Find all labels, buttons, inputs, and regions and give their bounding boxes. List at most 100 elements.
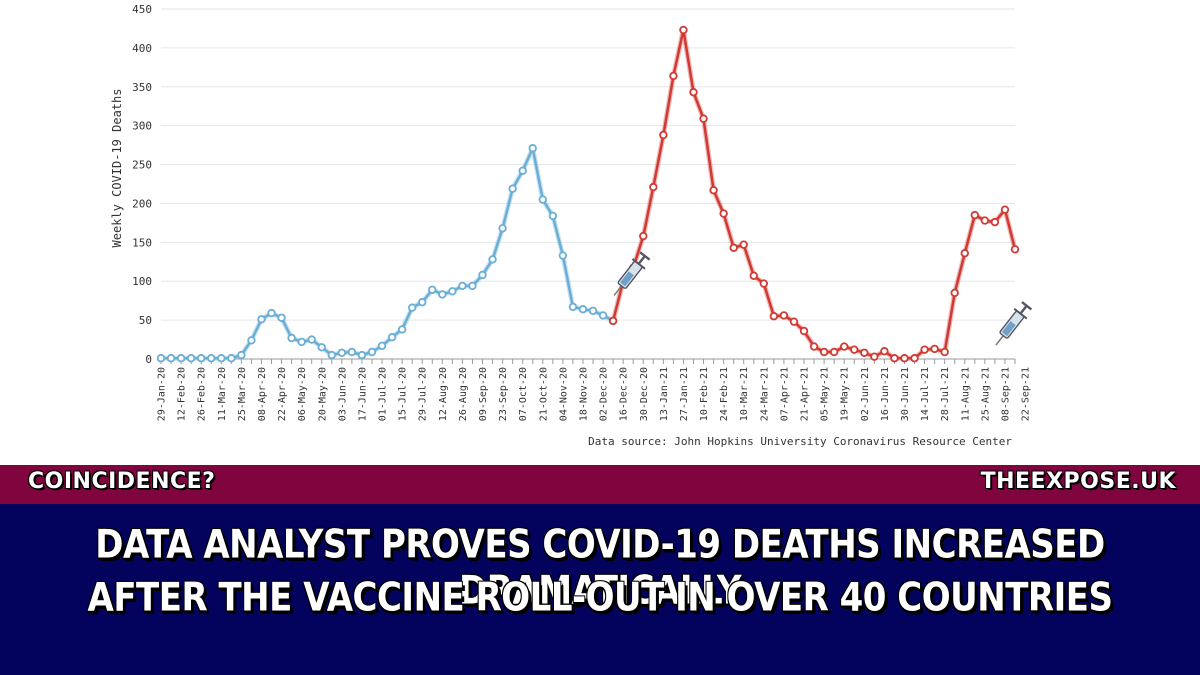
data-point <box>468 281 477 291</box>
data-point <box>488 255 497 264</box>
data-point <box>799 326 809 336</box>
data-point <box>528 144 537 153</box>
axis-layer: 0 50 100 150 200 250 300 350 400 450 29-Jan-20 12-F… <box>132 3 1031 421</box>
y-tick-label: 450 <box>132 3 152 16</box>
data-point <box>789 317 799 326</box>
x-tick-label: 23-Sep-20 <box>498 367 509 421</box>
series-line <box>161 146 614 360</box>
x-tick-label: 02-Dec-20 <box>599 367 610 421</box>
x-tick-label: 08-Sep-21 <box>1000 367 1011 421</box>
data-point <box>819 347 829 357</box>
x-tick-label: 21-Oct-20 <box>538 367 549 421</box>
data-point <box>920 345 929 354</box>
data-point <box>508 184 517 193</box>
x-tick-label: 16-Dec-20 <box>619 367 630 421</box>
syringe-plunger <box>1019 305 1028 315</box>
data-point <box>779 311 789 320</box>
data-point <box>840 342 849 351</box>
data-point <box>458 281 467 291</box>
data-point <box>478 270 487 280</box>
data-point <box>418 298 427 307</box>
syringe-fluid <box>1001 321 1016 337</box>
x-tick-label: 30-Dec-20 <box>639 367 650 421</box>
data-point <box>277 313 286 322</box>
data-point <box>970 210 980 220</box>
x-tick-label: 06-May-20 <box>297 367 308 421</box>
x-tick-label: 16-Jun-21 <box>880 367 891 421</box>
syringe-plunger <box>637 255 646 265</box>
y-tick-label: 100 <box>132 275 152 288</box>
y-axis-label: Weekly COVID-19 Deaths <box>110 89 124 248</box>
data-point <box>407 303 417 312</box>
data-point <box>649 182 658 192</box>
x-tick-label: 12-Feb-20 <box>177 367 188 421</box>
weekly-deaths-chart: 0 50 100 150 200 250 300 350 400 450 29-Jan-20 12-F… <box>110 3 1033 448</box>
data-point <box>267 308 276 318</box>
data-point <box>940 347 949 357</box>
x-tick-label: 10-Feb-21 <box>699 367 710 421</box>
x-tick-label: 27-Jan-21 <box>679 367 690 421</box>
x-tick-label: 11-Aug-21 <box>960 367 971 421</box>
data-point <box>990 217 1000 227</box>
data-point <box>639 231 648 241</box>
data-point <box>207 354 216 363</box>
series-layer <box>156 25 1020 363</box>
data-point <box>930 344 939 354</box>
data-point <box>850 345 859 354</box>
x-tick-label: 20-May-20 <box>317 367 328 421</box>
data-point <box>367 347 377 357</box>
data-point <box>669 71 678 81</box>
y-tick-label: 0 <box>145 353 152 366</box>
x-tick-label: 09-Sep-20 <box>478 367 489 421</box>
x-tick-label: 29-Jul-20 <box>418 367 429 421</box>
x-tick-label: 07-Apr-21 <box>779 367 790 421</box>
data-point <box>196 354 206 363</box>
data-point <box>237 350 246 360</box>
data-point <box>448 287 457 296</box>
chart-area: 0 50 100 150 200 250 300 350 400 450 29-Jan-20 12-F… <box>110 3 1033 448</box>
data-point <box>247 336 256 345</box>
syringe-plunger-head <box>1021 301 1033 311</box>
data-point <box>719 209 728 218</box>
data-point <box>558 251 568 260</box>
x-tick-label: 18-Nov-20 <box>578 367 589 421</box>
x-tick-label: 01-Jul-20 <box>378 367 389 421</box>
x-tick-label: 14-Jul-21 <box>920 367 931 421</box>
headline-box: DATA ANALYST PROVES COVID-19 DEATHS INCR… <box>0 504 1200 675</box>
data-point <box>769 312 779 321</box>
y-tick-label: 200 <box>132 197 152 210</box>
x-tick-label: 17-Jun-20 <box>357 367 368 421</box>
syringe-icon <box>613 251 651 296</box>
x-tick-label: 05-May-21 <box>820 367 831 421</box>
x-tick-label: 11-Mar-20 <box>217 367 228 421</box>
data-point <box>156 354 166 363</box>
data-point <box>759 279 769 288</box>
data-point <box>578 305 588 314</box>
x-tick-label: 04-Nov-20 <box>558 367 569 421</box>
data-point <box>809 342 819 351</box>
data-point <box>709 186 718 195</box>
data-point <box>397 325 407 334</box>
data-point <box>438 290 447 299</box>
data-point <box>307 335 316 344</box>
x-tick-label: 12-Aug-20 <box>438 367 449 421</box>
data-point <box>357 350 367 360</box>
data-point <box>518 166 527 175</box>
data-point <box>498 224 507 233</box>
x-tick-label: 21-Apr-21 <box>800 367 811 421</box>
data-point <box>659 130 668 140</box>
data-point <box>860 348 869 357</box>
marker-layer <box>613 251 1033 346</box>
series-line-glow <box>161 145 615 361</box>
data-point <box>870 352 879 361</box>
y-tick-label: 350 <box>132 81 152 94</box>
data-point <box>910 354 919 363</box>
data-point <box>217 354 226 363</box>
data-point <box>428 285 437 294</box>
data-point <box>689 88 698 97</box>
data-point <box>257 315 266 324</box>
syringe-needle <box>995 335 1004 346</box>
data-point <box>287 333 296 343</box>
x-tick-label: 03-Jun-20 <box>337 367 348 421</box>
x-tick-label: 30-Jun-21 <box>900 367 911 421</box>
